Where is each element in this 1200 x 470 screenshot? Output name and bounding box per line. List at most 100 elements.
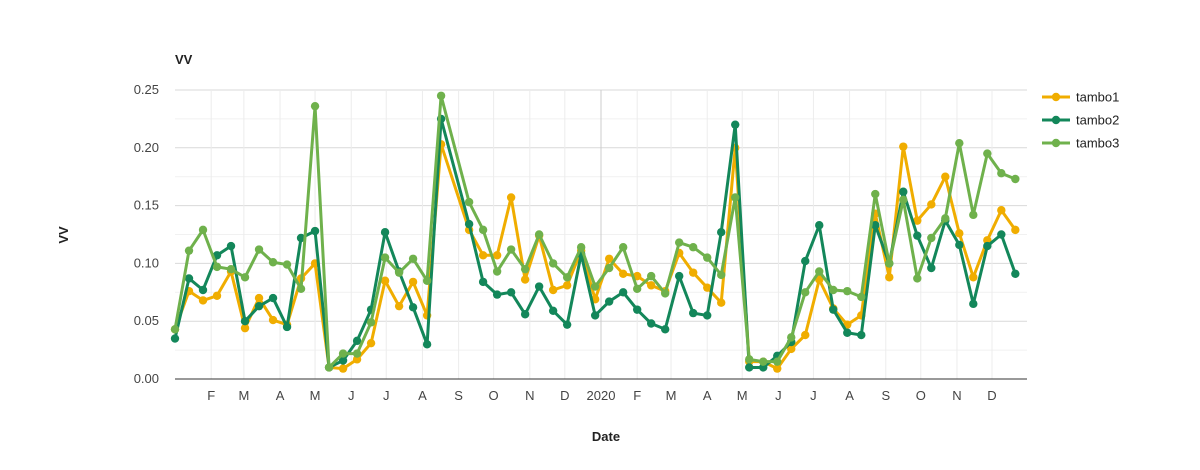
data-point[interactable] (815, 267, 824, 276)
data-point[interactable] (1011, 269, 1020, 278)
data-point[interactable] (562, 281, 572, 290)
data-point[interactable] (717, 298, 726, 307)
data-point[interactable] (394, 301, 404, 311)
data-point[interactable] (689, 268, 698, 277)
data-point[interactable] (240, 273, 250, 282)
data-point[interactable] (731, 193, 740, 202)
data-point[interactable] (352, 355, 362, 364)
data-point[interactable] (352, 349, 362, 358)
data-point[interactable] (983, 236, 992, 245)
data-point[interactable] (955, 229, 964, 238)
data-point[interactable] (212, 291, 222, 300)
data-point[interactable] (548, 306, 558, 315)
data-point[interactable] (170, 325, 180, 334)
data-point[interactable] (296, 284, 306, 294)
data-point[interactable] (226, 241, 236, 251)
data-point[interactable] (380, 276, 390, 285)
data-point[interactable] (871, 221, 880, 230)
data-point[interactable] (703, 311, 712, 320)
data-point[interactable] (170, 334, 180, 343)
data-point[interactable] (773, 364, 782, 373)
data-point[interactable] (324, 363, 334, 372)
data-point[interactable] (618, 269, 628, 278)
data-point[interactable] (1011, 174, 1020, 184)
data-point[interactable] (268, 258, 278, 267)
data-point[interactable] (745, 355, 754, 364)
data-point[interactable] (338, 356, 348, 365)
data-point[interactable] (927, 233, 936, 243)
data-point[interactable] (268, 293, 278, 303)
data-point[interactable] (618, 288, 628, 297)
data-point[interactable] (506, 288, 516, 297)
data-point[interactable] (492, 267, 502, 276)
data-point[interactable] (436, 91, 446, 100)
data-point[interactable] (408, 254, 418, 263)
data-point[interactable] (689, 308, 698, 318)
data-point[interactable] (618, 243, 628, 252)
data-point[interactable] (829, 285, 838, 295)
data-point[interactable] (226, 264, 236, 274)
data-point[interactable] (899, 187, 908, 196)
data-point[interactable] (198, 296, 208, 305)
legend-item-tambo3[interactable]: tambo3 (1042, 136, 1119, 151)
data-point[interactable] (913, 216, 922, 225)
data-point[interactable] (885, 273, 894, 282)
data-point[interactable] (492, 251, 502, 260)
data-point[interactable] (366, 318, 376, 327)
data-point[interactable] (506, 193, 516, 202)
data-point[interactable] (871, 189, 880, 199)
data-point[interactable] (646, 319, 656, 328)
data-point[interactable] (184, 246, 194, 255)
data-point[interactable] (843, 328, 852, 337)
data-point[interactable] (731, 120, 740, 129)
data-point[interactable] (422, 276, 432, 285)
data-point[interactable] (478, 251, 488, 260)
data-point[interactable] (759, 363, 768, 372)
data-point[interactable] (380, 253, 390, 262)
data-point[interactable] (745, 363, 754, 372)
data-point[interactable] (310, 226, 320, 236)
data-point[interactable] (408, 303, 418, 312)
data-point[interactable] (983, 241, 992, 251)
data-point[interactable] (268, 315, 278, 325)
data-point[interactable] (282, 260, 292, 269)
data-point[interactable] (927, 263, 936, 273)
data-point[interactable] (787, 333, 796, 342)
data-point[interactable] (562, 320, 572, 329)
data-point[interactable] (212, 262, 222, 272)
data-point[interactable] (717, 227, 726, 237)
data-point[interactable] (899, 195, 908, 205)
data-point[interactable] (240, 317, 250, 326)
legend-item-tambo2[interactable]: tambo2 (1042, 113, 1119, 128)
legend-item-tambo1[interactable]: tambo1 (1042, 90, 1119, 105)
data-point[interactable] (520, 264, 530, 274)
data-point[interactable] (380, 227, 390, 237)
data-point[interactable] (506, 245, 516, 254)
data-point[interactable] (254, 301, 264, 311)
data-point[interactable] (282, 322, 292, 332)
data-point[interactable] (352, 336, 362, 346)
data-point[interactable] (310, 101, 320, 111)
data-point[interactable] (717, 270, 726, 280)
data-point[interactable] (660, 289, 670, 298)
data-point[interactable] (927, 200, 936, 209)
data-point[interactable] (969, 273, 978, 282)
data-point[interactable] (857, 330, 866, 340)
data-point[interactable] (184, 274, 194, 283)
data-point[interactable] (969, 210, 978, 220)
data-point[interactable] (604, 263, 614, 273)
data-point[interactable] (604, 297, 614, 306)
data-point[interactable] (801, 256, 810, 266)
data-point[interactable] (857, 292, 866, 302)
data-point[interactable] (366, 338, 376, 348)
data-point[interactable] (590, 311, 600, 320)
data-point[interactable] (338, 349, 348, 358)
data-point[interactable] (997, 206, 1006, 215)
data-point[interactable] (562, 273, 572, 282)
data-point[interactable] (492, 290, 502, 299)
data-point[interactable] (478, 277, 488, 287)
data-point[interactable] (703, 253, 712, 262)
data-point[interactable] (1011, 225, 1020, 235)
data-point[interactable] (899, 142, 908, 151)
data-point[interactable] (955, 240, 964, 250)
